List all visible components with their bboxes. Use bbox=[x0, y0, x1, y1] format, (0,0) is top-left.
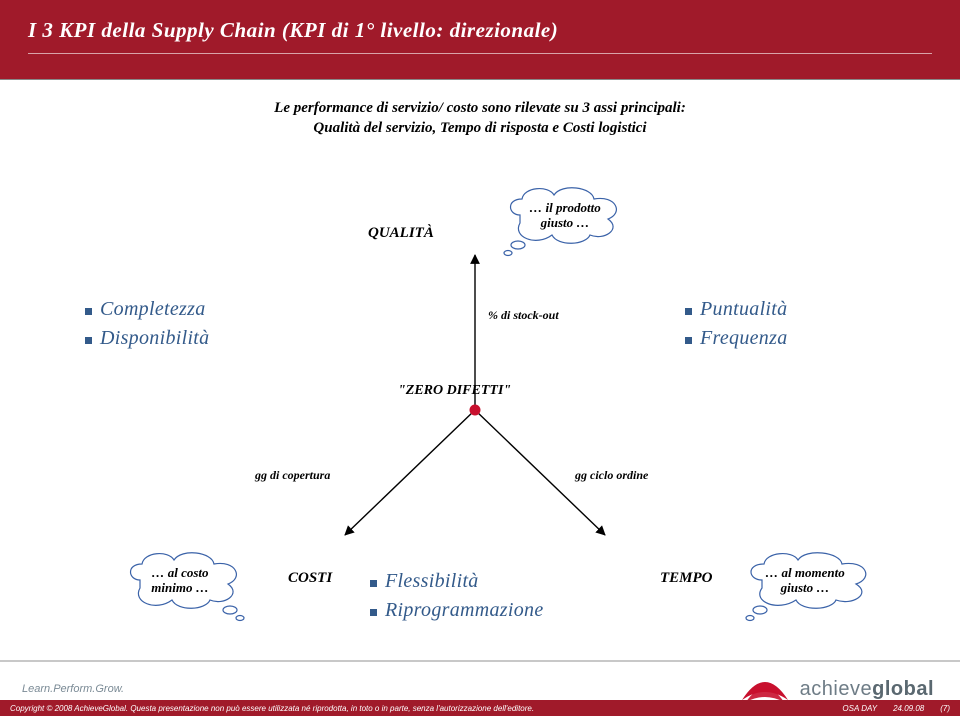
list-item: Puntualità bbox=[685, 298, 788, 321]
left-bullet-list: Completezza Disponibilità bbox=[85, 298, 209, 356]
bullet-icon bbox=[85, 308, 92, 315]
axis-label-br: TEMPO bbox=[660, 570, 713, 587]
bullet-text: Completezza bbox=[100, 298, 206, 321]
tri-axis-diagram bbox=[310, 235, 640, 565]
cloud-bottom-left: … al costo minimo … bbox=[120, 550, 240, 612]
copyright-text: Copyright © 2008 AchieveGlobal. Questa p… bbox=[10, 704, 534, 713]
list-item: Flessibilità bbox=[370, 570, 544, 593]
bottom-bullet-list: Flessibilità Riprogrammazione bbox=[370, 570, 544, 628]
bullet-icon bbox=[685, 308, 692, 315]
copyright-right: OSA DAY 24.09.08 (7) bbox=[842, 704, 950, 713]
cloud-top: … il prodotto giusto … bbox=[500, 185, 630, 245]
cloud-bl-text: … al costo minimo … bbox=[120, 550, 240, 606]
metric-top: % di stock-out bbox=[488, 308, 559, 323]
center-label: "ZERO DIFETTI" bbox=[398, 383, 511, 399]
footer-tagline: Learn.Perform.Grow. bbox=[0, 683, 124, 695]
metric-right: gg ciclo ordine bbox=[575, 468, 648, 483]
slide-header: I 3 KPI della Supply Chain (KPI di 1° li… bbox=[0, 0, 960, 80]
cloud-top-text: … il prodotto giusto … bbox=[500, 185, 630, 241]
bullet-icon bbox=[85, 337, 92, 344]
bullet-text: Puntualità bbox=[700, 298, 787, 321]
bullet-text: Riprogrammazione bbox=[385, 599, 544, 622]
footer-logo-text: achieveglobal bbox=[800, 678, 934, 701]
intro-line2: Qualità del servizio, Tempo di risposta … bbox=[40, 118, 920, 138]
slide-content: Le performance di servizio/ costo sono r… bbox=[0, 80, 960, 660]
slide-title: I 3 KPI della Supply Chain (KPI di 1° li… bbox=[28, 18, 932, 43]
bullet-text: Disponibilità bbox=[100, 327, 209, 350]
axis-label-top: QUALITÀ bbox=[368, 225, 434, 242]
bullet-icon bbox=[685, 337, 692, 344]
bullet-icon bbox=[370, 580, 377, 587]
intro-line1: Le performance di servizio/ costo sono r… bbox=[40, 98, 920, 118]
list-item: Disponibilità bbox=[85, 327, 209, 350]
list-item: Riprogrammazione bbox=[370, 599, 544, 622]
cloud-bottom-right: … al momento giusto … bbox=[740, 550, 870, 612]
copyright-bar: Copyright © 2008 AchieveGlobal. Questa p… bbox=[0, 700, 960, 716]
event-name: OSA DAY bbox=[842, 704, 877, 713]
list-item: Frequenza bbox=[685, 327, 788, 350]
logo-light: achieve bbox=[800, 678, 872, 700]
header-rule bbox=[28, 53, 932, 54]
logo-bold: global bbox=[872, 678, 934, 700]
event-date: 24.09.08 bbox=[893, 704, 924, 713]
bullet-text: Flessibilità bbox=[385, 570, 479, 593]
bullet-text: Frequenza bbox=[700, 327, 788, 350]
metric-left: gg di copertura bbox=[255, 468, 330, 483]
bullet-icon bbox=[370, 609, 377, 616]
list-item: Completezza bbox=[85, 298, 209, 321]
right-bullet-list: Puntualità Frequenza bbox=[685, 298, 788, 356]
intro-text: Le performance di servizio/ costo sono r… bbox=[40, 98, 920, 139]
axis-label-bl: COSTI bbox=[288, 570, 332, 587]
page-number: (7) bbox=[940, 704, 950, 713]
cloud-br-text: … al momento giusto … bbox=[740, 550, 870, 606]
